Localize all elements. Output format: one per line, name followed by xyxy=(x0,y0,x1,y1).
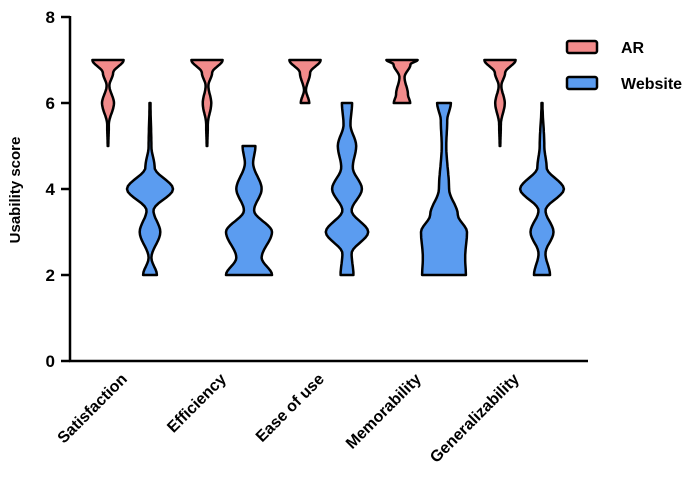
legend-swatch-ar xyxy=(565,39,599,55)
x-tick-label: Efficiency xyxy=(164,371,230,437)
x-tick-label: Ease of use xyxy=(253,371,328,446)
legend-swatch-website xyxy=(565,75,599,91)
y-ticks: 0 2 4 6 8 xyxy=(46,8,70,371)
violin-website-efficiency xyxy=(224,144,274,277)
legend-label-ar: AR xyxy=(621,40,645,57)
y-tick-label: 6 xyxy=(46,94,55,113)
legend: AR Website xyxy=(565,39,682,93)
violin-ar-efficiency xyxy=(190,58,224,148)
x-tick-labels: Satisfaction Efficiency Ease of use Memorab… xyxy=(55,371,523,467)
y-tick-label: 8 xyxy=(46,8,55,27)
x-tick-label: Satisfaction xyxy=(55,371,131,447)
y-tick-label: 2 xyxy=(46,266,55,285)
violin-ar-ease-of-use xyxy=(288,58,322,105)
x-tick-label: Memorability xyxy=(343,371,425,453)
violin-ar-satisfaction xyxy=(91,58,125,148)
legend-label-website: Website xyxy=(621,76,682,93)
violin-ar-memorability xyxy=(385,58,419,105)
violin-ar-generalizability xyxy=(483,58,517,148)
y-tick-label: 0 xyxy=(46,352,55,371)
violin-website-memorability xyxy=(419,101,469,277)
violin-layer xyxy=(91,58,566,277)
violin-website-satisfaction xyxy=(125,101,175,277)
y-tick-label: 4 xyxy=(46,180,56,199)
violin-website-generalizability xyxy=(518,101,566,277)
x-tick-label: Generalizability xyxy=(427,371,523,467)
violin-website-ease-of-use xyxy=(324,101,370,277)
y-axis-label: Usability score xyxy=(7,137,24,244)
